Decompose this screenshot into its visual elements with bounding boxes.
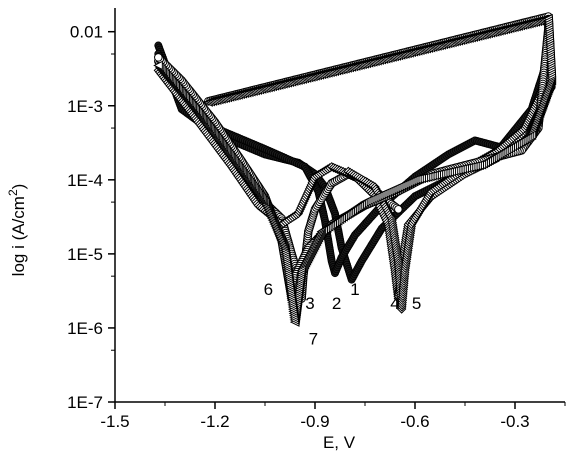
- data-marker: [153, 60, 163, 71]
- x-tick-label: -0.3: [500, 412, 529, 431]
- curve-label-7: 7: [309, 329, 318, 348]
- curve-label-2: 2: [332, 294, 341, 313]
- curves-layer: [153, 12, 557, 327]
- annotations-layer: 123 4 5 6 7: [264, 280, 422, 349]
- y-axis-title-tail: ): [9, 184, 28, 190]
- series-5: [343, 74, 554, 314]
- y-tick-label: 1E-7: [67, 393, 103, 412]
- curve-label-4: 4: [390, 294, 399, 313]
- y-tick-label: 0.01: [70, 23, 103, 42]
- y-tick-label: 1E-3: [67, 97, 103, 116]
- series-2: [154, 49, 556, 278]
- series-7: [153, 13, 557, 327]
- curve-label-5: 5: [412, 294, 421, 313]
- curve-label-6: 6: [264, 280, 273, 299]
- y-tick-label: 1E-4: [67, 171, 103, 190]
- y-axis-title-sup: 2: [6, 189, 20, 196]
- ticks-layer: -1.5 -1.2 -0.9 -0.6 -0.3 0.01 1E-3 1E-4 1E-5 1E-6…: [67, 23, 566, 431]
- data-marker: [394, 204, 403, 214]
- x-tick-label: -0.6: [400, 412, 429, 431]
- x-tick-label: -1.5: [100, 412, 129, 431]
- y-axis-title: log i (A/cm2): [6, 184, 28, 277]
- curve-label-3: 3: [305, 294, 314, 313]
- data-marker: [154, 53, 163, 62]
- y-tick-label: 1E-5: [67, 245, 103, 264]
- x-tick-label: -0.9: [300, 412, 329, 431]
- x-axis-title: E, V: [323, 433, 356, 452]
- y-tick-label: 1E-6: [67, 319, 103, 338]
- y-axis-title-main: log i (A/cm: [9, 196, 28, 276]
- x-tick-label: -1.2: [200, 412, 229, 431]
- curve-label-1: 1: [350, 280, 359, 299]
- axes-layer: [114, 8, 565, 403]
